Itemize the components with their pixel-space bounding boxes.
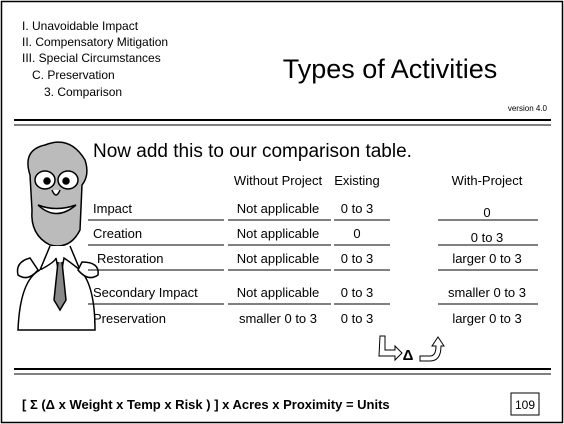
page-number: 109 xyxy=(515,398,535,412)
subtitle: Now add this to our comparison table. xyxy=(93,141,412,162)
delta: Δ xyxy=(403,347,414,364)
row-label: Secondary Impact xyxy=(93,285,198,300)
table-cell: larger 0 to 3 xyxy=(452,251,521,266)
table-cell: 0 to 3 xyxy=(341,311,374,326)
table-cell: smaller 0 to 3 xyxy=(448,285,526,300)
column-header: Without Project xyxy=(234,173,323,188)
table-cell: 0 xyxy=(483,205,490,220)
table-cell: Not applicable xyxy=(237,201,319,216)
table-cell: 0 to 3 xyxy=(341,285,374,300)
row-label: Restoration xyxy=(97,251,163,266)
table-cell: Not applicable xyxy=(237,251,319,266)
slide: Types of Activities version 4.0 Now add … xyxy=(0,0,564,424)
table-cell: larger 0 to 3 xyxy=(452,311,521,326)
row-label: Creation xyxy=(93,226,142,241)
table-cell: Not applicable xyxy=(237,285,319,300)
outline-item: III. Special Circumstances xyxy=(22,51,161,65)
column-header: With-Project xyxy=(452,173,523,188)
row-label: Impact xyxy=(93,201,132,216)
table-cell: 0 xyxy=(353,226,360,241)
outline-item: I. Unavoidable Impact xyxy=(22,19,139,33)
title: Types of Activities xyxy=(283,54,498,84)
row-label: Preservation xyxy=(93,311,166,326)
outline-item: C. Preservation xyxy=(32,68,115,82)
outline-item: II. Compensatory Mitigation xyxy=(22,35,168,49)
version: version 4.0 xyxy=(508,104,548,113)
table-cell: 0 to 3 xyxy=(341,201,374,216)
table-cell: 0 to 3 xyxy=(341,251,374,266)
table-cell: smaller 0 to 3 xyxy=(239,311,317,326)
column-header: Existing xyxy=(334,173,380,188)
table-cell: Not applicable xyxy=(237,226,319,241)
outline-item: 3. Comparison xyxy=(44,85,122,99)
table-cell: 0 to 3 xyxy=(471,230,504,245)
formula: [ Σ (Δ x Weight x Temp x Risk ) ] x Acre… xyxy=(22,397,390,412)
